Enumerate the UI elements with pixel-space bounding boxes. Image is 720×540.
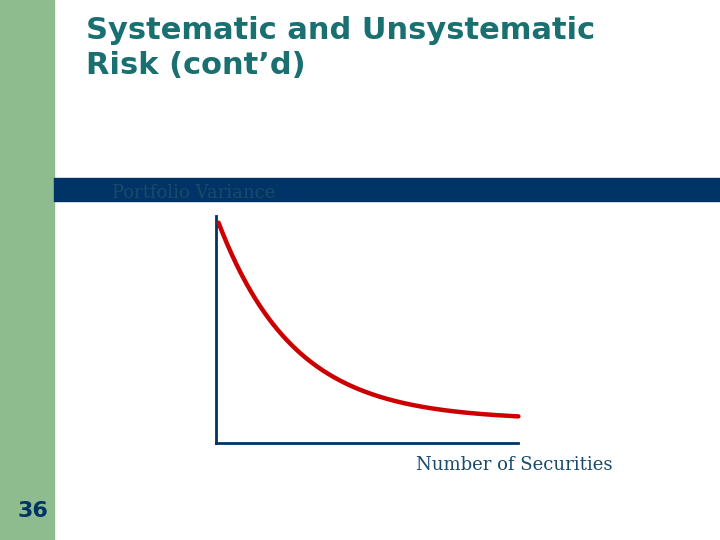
- Text: Systematic and Unsystematic
Risk (cont’d): Systematic and Unsystematic Risk (cont’d…: [86, 16, 595, 80]
- Text: 36: 36: [18, 501, 49, 521]
- Text: Number of Securities: Number of Securities: [415, 456, 612, 474]
- Bar: [0, 0, 54, 540]
- Bar: [54, 178, 720, 201]
- Text: Portfolio Variance: Portfolio Variance: [112, 185, 275, 202]
